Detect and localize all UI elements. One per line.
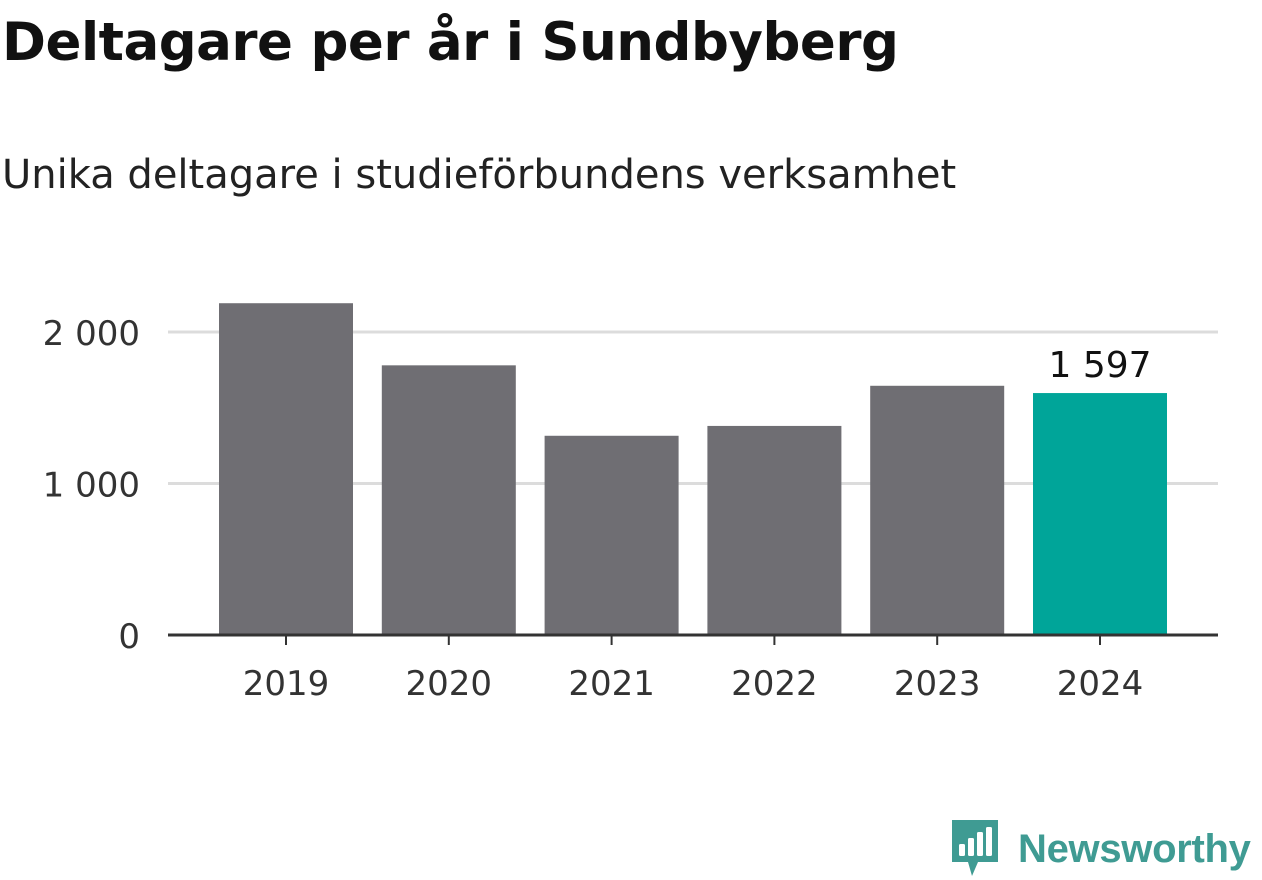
brand-name: Newsworthy (1018, 826, 1251, 871)
bar-2021 (544, 435, 679, 635)
bars (219, 303, 1167, 635)
y-tick-label: 0 (118, 617, 140, 657)
x-tick-label: 2023 (894, 664, 981, 704)
x-tick-label: 2022 (731, 664, 818, 704)
axes (168, 633, 1218, 645)
y-tick-label: 2 000 (43, 314, 140, 354)
x-tick-label: 2024 (1057, 664, 1144, 704)
y-tick-label: 1 000 (43, 466, 140, 506)
chart-subtitle: Unika deltagare i studieförbundens verks… (2, 152, 957, 198)
x-tick-label: 2020 (406, 664, 493, 704)
bar-2022 (707, 425, 842, 635)
x-tick-label: 2019 (243, 664, 330, 704)
chart-title: Deltagare per år i Sundbyberg (2, 12, 899, 73)
bar-2020 (381, 365, 516, 635)
brand-logo: Newsworthy (950, 818, 1251, 880)
labels: 0 1 000 2 000 2019 2020 2021 2022 2023 2024 1 597 (43, 314, 1152, 704)
bar-2023 (870, 385, 1005, 635)
bar-2019 (219, 303, 353, 635)
x-tick-label: 2021 (568, 664, 655, 704)
newsworthy-logo-icon (952, 820, 998, 876)
data-label: 1 597 (1048, 345, 1151, 386)
bar-2024 (1033, 393, 1167, 635)
